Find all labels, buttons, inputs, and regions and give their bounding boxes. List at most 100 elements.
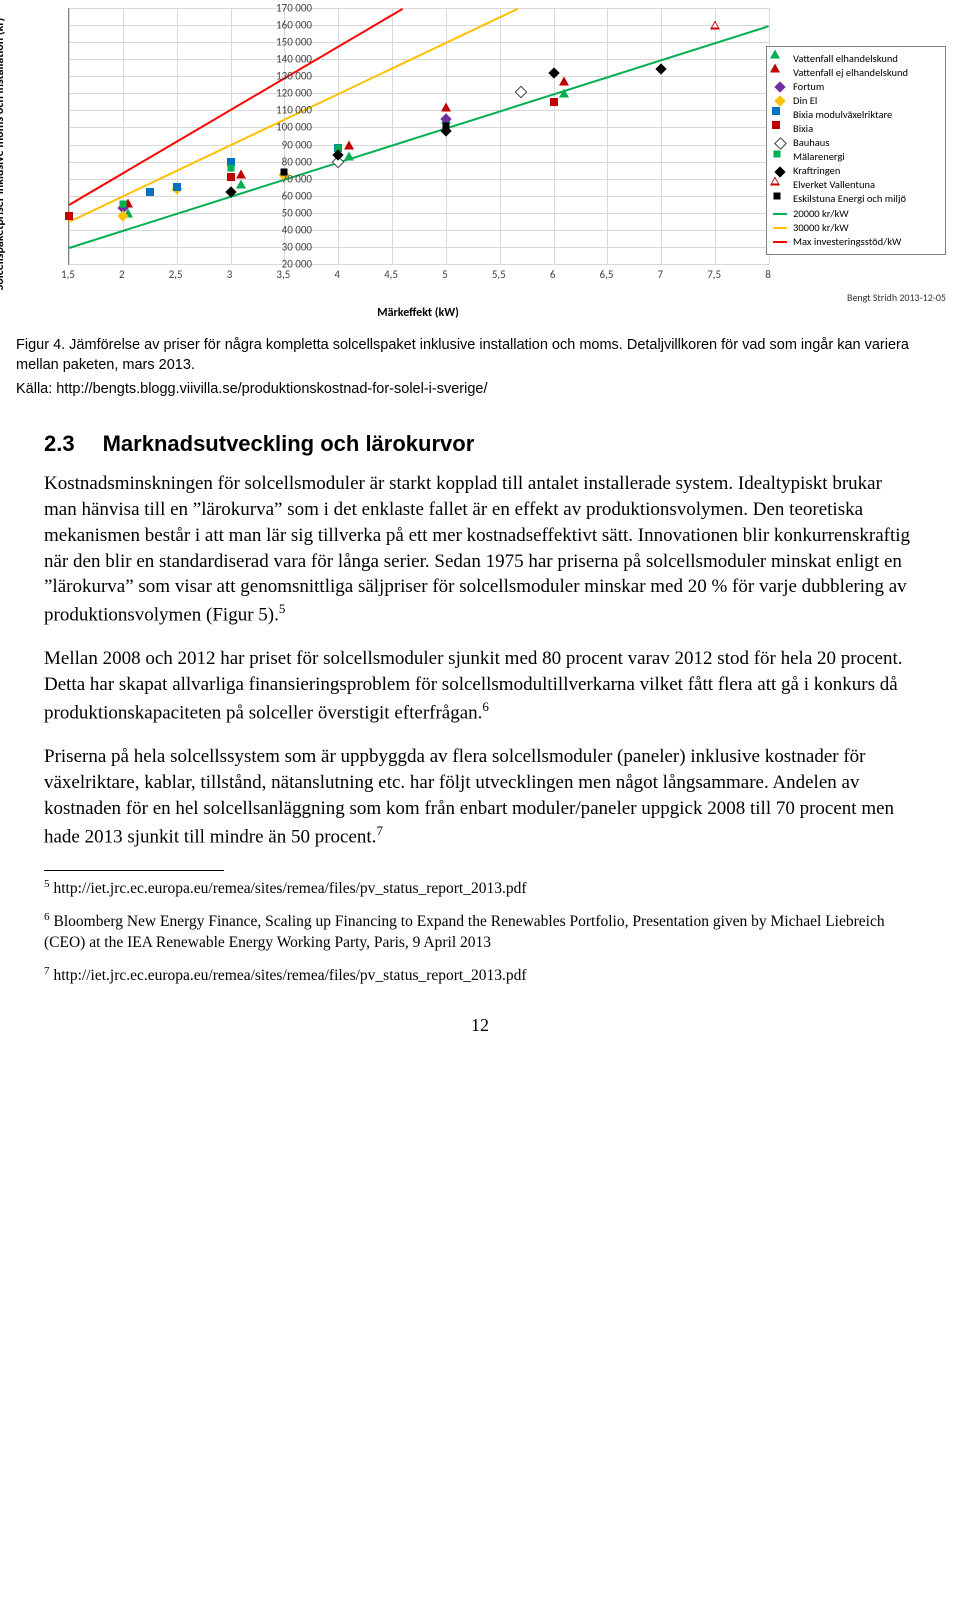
y-tick-label: 50 000 bbox=[256, 206, 312, 219]
y-tick-label: 120 000 bbox=[256, 87, 312, 100]
data-point bbox=[515, 85, 528, 98]
y-tick-label: 140 000 bbox=[256, 53, 312, 66]
x-tick-label: 4,5 bbox=[384, 268, 398, 281]
y-tick-label: 170 000 bbox=[256, 2, 312, 15]
chart-credit: Bengt Stridh 2013-12-05 bbox=[847, 291, 946, 304]
data-point bbox=[442, 122, 449, 129]
x-axis-label: Märkeffekt (kW) bbox=[68, 306, 768, 320]
legend-item: Vattenfall ej elhandelskund bbox=[773, 67, 939, 80]
legend-label: Vattenfall elhandelskund bbox=[793, 53, 898, 66]
data-point bbox=[227, 173, 235, 181]
y-tick-label: 110 000 bbox=[256, 104, 312, 117]
footnote-number: 7 bbox=[44, 965, 50, 977]
chart-area: Solcellspaketpriser inklusive moms och i… bbox=[6, 4, 954, 304]
paragraph: Kostnadsminskningen för solcellsmoduler … bbox=[44, 471, 916, 628]
y-tick-label: 70 000 bbox=[256, 172, 312, 185]
data-point bbox=[441, 102, 451, 111]
legend-label: Vattenfall ej elhandelskund bbox=[793, 67, 908, 80]
legend-label: Bauhaus bbox=[793, 137, 829, 150]
legend-label: Elverket Vallentuna bbox=[793, 179, 875, 192]
legend-item: 20000 kr/kW bbox=[773, 208, 939, 221]
data-point bbox=[344, 140, 354, 149]
y-tick-label: 30 000 bbox=[256, 240, 312, 253]
body-text: Kostnadsminskningen för solcellsmoduler … bbox=[44, 471, 916, 850]
footnote-ref: 6 bbox=[482, 699, 489, 714]
section: 2.3 Marknadsutveckling och lärokurvor Ko… bbox=[44, 431, 916, 987]
x-tick-label: 6,5 bbox=[600, 268, 614, 281]
legend-label: Mälarenergi bbox=[793, 151, 845, 164]
y-tick-label: 90 000 bbox=[256, 138, 312, 151]
y-tick-label: 160 000 bbox=[256, 19, 312, 32]
legend-item: Max investeringsstöd/kW bbox=[773, 236, 939, 249]
data-point bbox=[227, 165, 234, 172]
data-point bbox=[119, 201, 126, 208]
footnotes: 5http://iet.jrc.ec.europa.eu/remea/sites… bbox=[44, 877, 916, 987]
x-tick-label: 2,5 bbox=[169, 268, 183, 281]
data-point bbox=[173, 183, 181, 191]
legend-item: Bixia bbox=[773, 123, 939, 136]
data-point bbox=[146, 188, 154, 196]
footnote: 5http://iet.jrc.ec.europa.eu/remea/sites… bbox=[44, 877, 916, 900]
figure-source: Källa: http://bengts.blogg.viivilla.se/p… bbox=[16, 381, 944, 397]
legend-label: 20000 kr/kW bbox=[793, 208, 849, 221]
legend-item: Vattenfall elhandelskund bbox=[773, 53, 939, 66]
legend-item: Fortum bbox=[773, 81, 939, 94]
x-tick-label: 1,5 bbox=[61, 268, 75, 281]
data-point bbox=[656, 64, 667, 75]
page-number: 12 bbox=[0, 1015, 960, 1036]
legend-label: Din El bbox=[793, 95, 817, 108]
x-tick-label: 5 bbox=[442, 268, 448, 281]
y-tick-label: 80 000 bbox=[256, 155, 312, 168]
legend-item: Eskilstuna Energi och miljö bbox=[773, 193, 939, 206]
footnote: 6Bloomberg New Energy Finance, Scaling u… bbox=[44, 910, 916, 954]
paragraph: Priserna på hela solcellssystem som är u… bbox=[44, 744, 916, 850]
data-point bbox=[550, 98, 558, 106]
x-tick-label: 2 bbox=[119, 268, 125, 281]
y-tick-label: 130 000 bbox=[256, 70, 312, 83]
figure-caption: Figur 4. Jämförelse av priser för några … bbox=[16, 336, 944, 375]
legend-item: Din El bbox=[773, 95, 939, 108]
x-tick-label: 4 bbox=[334, 268, 340, 281]
paragraph: Mellan 2008 och 2012 har priset för solc… bbox=[44, 646, 916, 726]
legend-label: Max investeringsstöd/kW bbox=[793, 236, 901, 249]
y-tick-label: 100 000 bbox=[256, 121, 312, 134]
footnote-number: 6 bbox=[44, 911, 50, 923]
legend-item: 30000 kr/kW bbox=[773, 222, 939, 235]
y-tick-label: 40 000 bbox=[256, 223, 312, 236]
legend-label: Bixia modulväxelriktare bbox=[793, 109, 892, 122]
legend-label: 30000 kr/kW bbox=[793, 222, 849, 235]
footnote-ref: 7 bbox=[376, 823, 383, 838]
section-title: Marknadsutveckling och lärokurvor bbox=[103, 431, 475, 457]
legend-label: Bixia bbox=[793, 123, 813, 136]
y-axis-label: Solcellspaketpriser inklusive moms och i… bbox=[0, 18, 7, 291]
legend-item: Bauhaus bbox=[773, 137, 939, 150]
legend-item: Elverket Vallentuna bbox=[773, 179, 939, 192]
footnotes-separator bbox=[44, 870, 224, 871]
data-point bbox=[710, 21, 720, 30]
data-point bbox=[559, 89, 569, 98]
legend: Vattenfall elhandelskundVattenfall ej el… bbox=[766, 46, 946, 255]
y-tick-label: 150 000 bbox=[256, 36, 312, 49]
legend-label: Fortum bbox=[793, 81, 824, 94]
section-number: 2.3 bbox=[44, 431, 75, 457]
data-point bbox=[559, 77, 569, 86]
chart-container: Solcellspaketpriser inklusive moms och i… bbox=[0, 0, 960, 320]
x-tick-label: 7,5 bbox=[707, 268, 721, 281]
y-tick-label: 60 000 bbox=[256, 189, 312, 202]
footnote-ref: 5 bbox=[279, 601, 286, 616]
x-tick-label: 5,5 bbox=[492, 268, 506, 281]
x-tick-label: 3,5 bbox=[276, 268, 290, 281]
footnote: 7http://iet.jrc.ec.europa.eu/remea/sites… bbox=[44, 964, 916, 987]
legend-label: Kraftringen bbox=[793, 165, 840, 178]
legend-item: Kraftringen bbox=[773, 165, 939, 178]
section-heading: 2.3 Marknadsutveckling och lärokurvor bbox=[44, 431, 916, 457]
legend-item: Mälarenergi bbox=[773, 151, 939, 164]
x-tick-label: 8 bbox=[765, 268, 771, 281]
x-tick-label: 6 bbox=[550, 268, 556, 281]
plot-area bbox=[68, 8, 769, 265]
footnote-number: 5 bbox=[44, 878, 50, 890]
x-tick-label: 3 bbox=[227, 268, 233, 281]
data-point bbox=[236, 169, 246, 178]
data-point bbox=[236, 179, 246, 188]
legend-item: Bixia modulväxelriktare bbox=[773, 109, 939, 122]
